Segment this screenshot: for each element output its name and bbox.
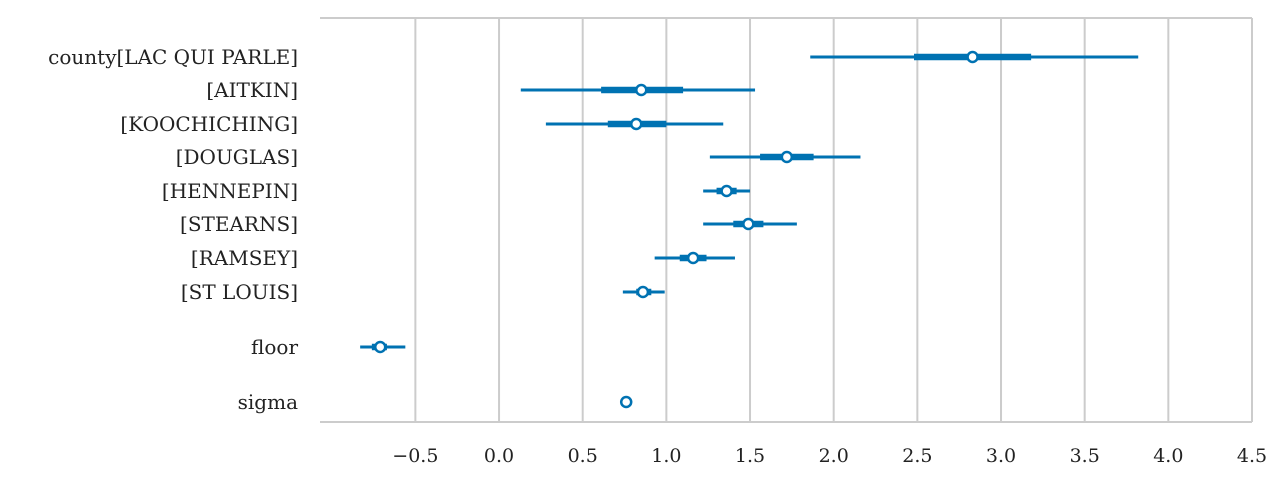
row-marker — [810, 50, 1139, 64]
x-tick-label: 0.0 — [484, 445, 514, 467]
row-label: [DOUGLAS] — [176, 145, 298, 169]
row-marker — [622, 285, 665, 299]
mean-point — [742, 217, 755, 231]
mean-point — [635, 83, 648, 97]
x-axis-ticks: −0.5 0.0 0.5 1.0 1.5 2.0 2.5 3.0 3.5 4.0 4.5 — [392, 445, 1267, 467]
x-tick-label: 1.5 — [735, 445, 765, 467]
row-label: [AITKIN] — [206, 78, 298, 102]
row-marker — [545, 117, 724, 131]
row-marker — [709, 150, 861, 164]
row-label: floor — [251, 335, 298, 359]
x-tick-label: 3.0 — [986, 445, 1016, 467]
row-marker — [703, 184, 751, 198]
mean-point — [373, 340, 387, 354]
x-tick-label: 3.5 — [1070, 445, 1100, 467]
mean-point — [629, 117, 643, 131]
x-tick-label: −0.5 — [392, 445, 438, 467]
mean-point — [780, 150, 794, 164]
mean-point — [619, 395, 633, 409]
row-label: sigma — [238, 390, 298, 414]
row-label: [RAMSEY] — [191, 246, 298, 270]
y-axis-labels: county[LAC QUI PARLE] [AITKIN] [KOOCHICHIN… — [48, 45, 298, 414]
row-marker — [654, 251, 735, 265]
row-marker — [703, 217, 797, 231]
x-tick-label: 2.5 — [902, 445, 932, 467]
row-marker — [360, 340, 406, 354]
row-label: county[LAC QUI PARLE] — [48, 45, 298, 69]
row-marker — [619, 395, 633, 409]
x-tick-label: 4.0 — [1153, 445, 1183, 467]
x-tick-label: 4.5 — [1237, 445, 1267, 467]
mean-point — [966, 50, 979, 64]
x-tick-label: 1.0 — [651, 445, 681, 467]
row-marker — [520, 83, 756, 97]
mean-point — [720, 184, 733, 198]
mean-point — [636, 285, 650, 299]
x-tick-label: 2.0 — [819, 445, 849, 467]
row-label: [ST LOUIS] — [181, 280, 298, 304]
interval-marks — [360, 50, 1139, 409]
x-tick-label: 0.5 — [568, 445, 598, 467]
mean-point — [686, 251, 700, 265]
grid-lines — [414, 18, 1253, 422]
row-label: [STEARNS] — [180, 212, 298, 236]
row-label: [HENNEPIN] — [162, 179, 298, 203]
row-label: [KOOCHICHING] — [120, 112, 298, 136]
